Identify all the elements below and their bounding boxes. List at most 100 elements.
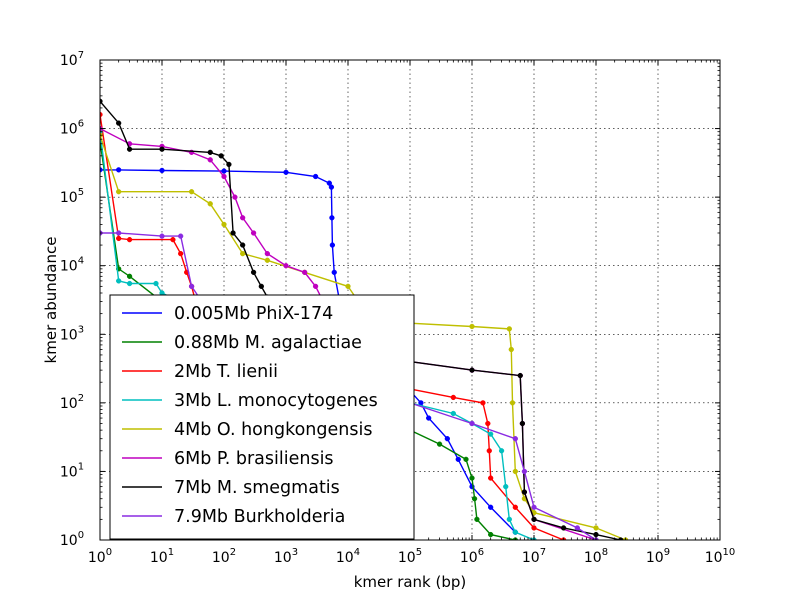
legend-box: [109, 294, 415, 540]
data-point: [488, 504, 494, 510]
legend-entry-label: 0.005Mb PhiX-174: [174, 304, 333, 324]
data-point: [264, 250, 270, 257]
data-point: [512, 468, 518, 475]
data-point: [469, 420, 475, 427]
data-point: [312, 173, 319, 180]
data-point: [512, 504, 518, 510]
legend-entry-label: 7Mb M. smegmatis: [174, 478, 340, 498]
data-point: [170, 236, 176, 243]
data-point: [100, 98, 103, 104]
data-point: [480, 400, 486, 406]
legend-entry-label: 6Mb P. brasiliensis: [174, 449, 334, 469]
data-point: [116, 167, 122, 173]
data-point: [331, 269, 337, 276]
data-point: [116, 189, 122, 195]
data-point: [329, 242, 336, 248]
data-point: [450, 410, 456, 417]
data-point: [159, 167, 165, 174]
y-tick-exponent: 5: [78, 187, 84, 198]
data-point: [506, 326, 512, 332]
y-tick-exponent: 7: [78, 50, 84, 61]
data-point: [509, 400, 516, 406]
x-tick-exponent: 6: [478, 547, 484, 558]
legend-entry-label: 2Mb T. lienii: [174, 362, 278, 382]
data-point: [455, 456, 461, 463]
y-axis-label: kmer abundance: [42, 237, 60, 364]
data-point: [100, 167, 103, 173]
y-tick-exponent: 4: [78, 256, 84, 267]
legend-entry-label: 7.9Mb Burkholderia: [174, 507, 345, 527]
data-point: [488, 531, 494, 538]
x-tick-exponent: 7: [540, 547, 546, 558]
data-point: [488, 475, 494, 481]
data-point: [485, 420, 491, 427]
legend-entry-label: 3Mb L. monocytogenes: [174, 391, 378, 411]
data-point: [560, 525, 567, 531]
data-point: [116, 120, 122, 126]
data-point: [521, 468, 528, 475]
data-point: [508, 346, 514, 353]
data-point: [486, 448, 492, 454]
data-point: [444, 436, 450, 442]
data-point: [471, 496, 478, 502]
y-tick-exponent: 2: [78, 393, 84, 404]
data-point: [328, 184, 335, 190]
data-point: [178, 250, 184, 257]
data-point: [450, 394, 456, 401]
data-point: [126, 280, 133, 287]
y-tick-exponent: 0: [78, 530, 84, 541]
data-point: [100, 111, 103, 118]
data-point: [230, 230, 236, 236]
data-point: [258, 283, 264, 290]
data-point: [116, 278, 122, 284]
data-point: [302, 269, 308, 276]
data-point: [469, 475, 475, 481]
data-point: [226, 161, 232, 168]
data-point: [469, 367, 475, 373]
data-point: [503, 483, 509, 490]
legend-entry-label: 4Mb O. hongkongensis: [174, 420, 372, 440]
data-point: [283, 263, 289, 269]
x-tick-exponent: 9: [664, 547, 670, 558]
data-point: [250, 269, 257, 276]
data-point: [488, 431, 494, 437]
x-tick-exponent: 8: [602, 547, 608, 558]
x-tick-exponent: 5: [416, 547, 422, 558]
data-point: [188, 189, 195, 195]
data-point: [240, 250, 246, 257]
series-line: [100, 169, 516, 533]
y-tick-exponent: 3: [78, 324, 84, 335]
legend: 0.005Mb PhiX-174 0.88Mb M. agalactiae 2Mb …: [109, 294, 415, 540]
data-point: [207, 157, 213, 163]
data-point: [240, 215, 246, 221]
data-point: [116, 230, 122, 236]
data-point: [159, 233, 165, 239]
data-point: [221, 168, 227, 174]
data-point: [126, 273, 133, 279]
data-point: [153, 280, 159, 287]
data-point: [469, 323, 475, 330]
data-point: [188, 283, 195, 290]
data-point: [264, 257, 270, 263]
data-point: [126, 236, 133, 243]
data-point: [506, 516, 512, 523]
x-tick-exponent: 0: [106, 547, 112, 558]
data-point: [178, 233, 184, 239]
data-point: [232, 194, 238, 200]
data-point: [593, 525, 599, 531]
legend-entry-label: 0.88Mb M. agalactiae: [174, 333, 362, 353]
data-point: [519, 420, 526, 427]
data-point: [207, 149, 213, 156]
data-point: [531, 504, 537, 510]
data-point: [126, 146, 133, 152]
data-point: [116, 235, 122, 242]
y-tick-exponent: 1: [78, 461, 84, 472]
data-point: [517, 372, 523, 379]
data-point: [345, 283, 351, 290]
data-point: [159, 146, 165, 152]
data-point: [329, 215, 335, 221]
data-point: [463, 456, 469, 463]
data-point: [436, 441, 443, 447]
data-point: [512, 436, 518, 442]
